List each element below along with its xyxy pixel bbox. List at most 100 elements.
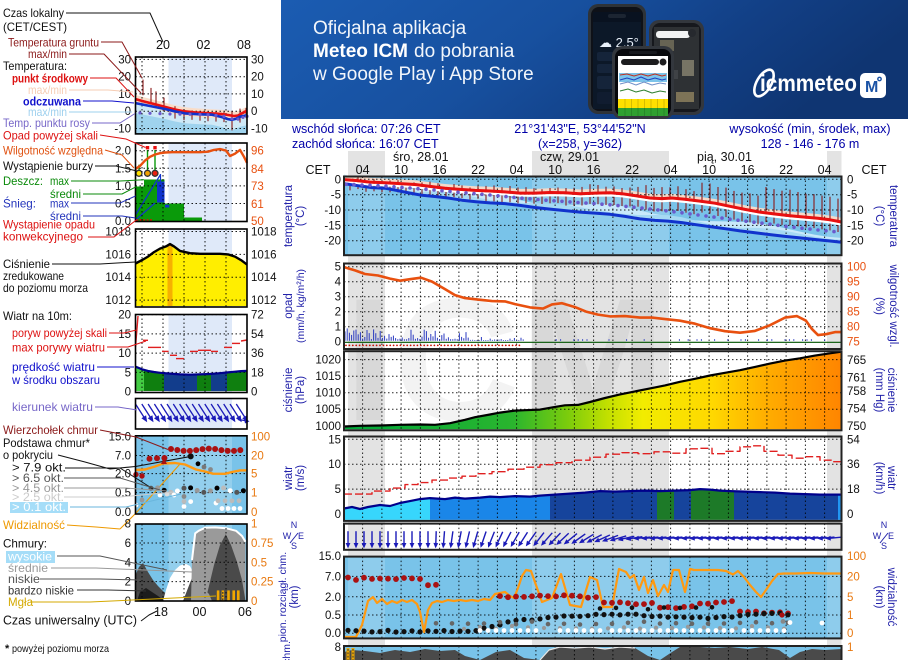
svg-text:Wystąpienie burzy: Wystąpienie burzy: [3, 159, 93, 173]
svg-text:0: 0: [847, 628, 853, 640]
svg-text:> 2.5 okt.: > 2.5 okt.: [12, 490, 64, 504]
svg-text:100: 100: [847, 551, 866, 563]
svg-text:80: 80: [847, 322, 860, 334]
svg-text:0: 0: [251, 507, 257, 519]
svg-text:1: 1: [847, 610, 853, 622]
svg-text:*: *: [5, 643, 10, 655]
svg-text:ciśnienie: ciśnienie: [283, 368, 295, 413]
svg-text:0.25: 0.25: [251, 577, 273, 589]
svg-text:1: 1: [847, 642, 853, 654]
svg-text:50: 50: [251, 216, 264, 228]
svg-text:Śnieg:: Śnieg:: [3, 196, 36, 211]
svg-text:0: 0: [847, 174, 853, 186]
svg-text:8: 8: [335, 642, 341, 654]
svg-text:wiatr: wiatr: [885, 465, 897, 490]
svg-text:10: 10: [118, 348, 131, 360]
svg-text:o pokryciu: o pokryciu: [3, 448, 53, 462]
svg-text:Oficjalna aplikacja: Oficjalna aplikacja: [313, 18, 467, 39]
svg-text:30: 30: [118, 54, 131, 66]
svg-text:-15: -15: [324, 220, 341, 232]
svg-text:20: 20: [251, 72, 264, 84]
svg-text:(mm Hg): (mm Hg): [873, 368, 885, 413]
svg-text:Deszcz:: Deszcz:: [3, 174, 43, 188]
svg-text:54: 54: [847, 434, 860, 446]
svg-text:(km): (km): [873, 586, 885, 609]
svg-text:765: 765: [847, 355, 866, 367]
svg-text:M: M: [865, 79, 878, 96]
svg-text:Widzialność: Widzialność: [3, 518, 65, 532]
svg-text:5: 5: [847, 592, 853, 604]
svg-text:10: 10: [702, 163, 716, 177]
svg-text:pion. rozciągł. chm.: pion. rozciągł. chm.: [277, 552, 289, 642]
svg-text:ciśnienie: ciśnienie: [885, 368, 897, 413]
svg-text:bardzo niskie: bardzo niskie: [8, 584, 74, 598]
svg-text:0.5: 0.5: [251, 557, 267, 569]
svg-text:w środku obszaru: w środku obszaru: [11, 373, 100, 387]
svg-text:1005: 1005: [315, 404, 341, 416]
svg-text:54: 54: [251, 329, 264, 341]
svg-text:wiatr: wiatr: [283, 466, 295, 491]
svg-text:1018: 1018: [251, 227, 277, 239]
svg-text:761: 761: [847, 373, 866, 385]
svg-text:max: max: [50, 197, 69, 211]
svg-text:odczuwana: odczuwana: [23, 95, 81, 109]
svg-text:8: 8: [125, 519, 131, 531]
svg-text:max/min: max/min: [28, 47, 67, 61]
svg-text:84: 84: [251, 164, 264, 176]
svg-text:10: 10: [328, 459, 341, 471]
svg-text:0: 0: [335, 337, 341, 349]
svg-text:96: 96: [251, 146, 264, 158]
svg-text:15.0: 15.0: [319, 551, 341, 563]
svg-text:Wiatr na 10m:: Wiatr na 10m:: [3, 309, 72, 323]
svg-text:0.5: 0.5: [115, 488, 131, 500]
svg-text:5: 5: [251, 469, 257, 481]
svg-text:Podstawa chmur*: Podstawa chmur*: [3, 436, 90, 450]
svg-text:1000: 1000: [315, 421, 341, 433]
svg-text:-20: -20: [847, 236, 864, 248]
svg-text:22: 22: [471, 163, 485, 177]
svg-text:Mgła: Mgła: [8, 595, 33, 609]
svg-text:wilgotność wzgl.: wilgotność wzgl.: [887, 263, 899, 347]
svg-text:754: 754: [847, 403, 867, 415]
svg-text:opad: opad: [283, 293, 295, 319]
svg-text:konwekcyjnego: konwekcyjnego: [3, 230, 83, 244]
svg-text:-10: -10: [847, 205, 864, 217]
svg-text:90: 90: [847, 292, 860, 304]
svg-text:18: 18: [847, 484, 860, 496]
svg-text:04: 04: [510, 163, 524, 177]
svg-text:> 6.5 okt.: > 6.5 okt.: [12, 471, 64, 485]
svg-text:max porywy wiatru: max porywy wiatru: [12, 341, 105, 355]
svg-text:E: E: [298, 531, 304, 541]
svg-text:-20: -20: [324, 236, 341, 248]
svg-text:S: S: [291, 541, 297, 551]
svg-text:wschód słońca: 07:26 CET: wschód słońca: 07:26 CET: [291, 122, 441, 136]
svg-text:18: 18: [154, 605, 168, 619]
svg-text:22: 22: [779, 163, 793, 177]
svg-text:1015: 1015: [315, 371, 341, 383]
svg-text:1: 1: [251, 488, 257, 500]
svg-text:0: 0: [251, 596, 257, 608]
svg-text:0: 0: [251, 106, 257, 118]
svg-text:0.0: 0.0: [325, 628, 341, 640]
svg-text:1.0: 1.0: [115, 181, 131, 193]
svg-text:1014: 1014: [251, 272, 277, 284]
svg-text:(°C): (°C): [295, 206, 307, 227]
svg-text:Wierzchołek chmur: Wierzchołek chmur: [3, 423, 98, 437]
svg-text:750: 750: [847, 421, 866, 433]
svg-text:75: 75: [847, 337, 860, 349]
svg-text:do pobrania: do pobrania: [414, 41, 515, 62]
svg-text:20: 20: [251, 451, 264, 463]
svg-text:1016: 1016: [251, 249, 277, 261]
svg-text:(km): (km): [289, 585, 301, 608]
svg-text:W: W: [283, 531, 292, 541]
svg-text:15: 15: [118, 329, 131, 341]
svg-text:1012: 1012: [251, 295, 277, 307]
svg-text:-5: -5: [331, 190, 341, 202]
svg-text:Wilgotność względna: Wilgotność względna: [3, 144, 103, 158]
svg-text:00: 00: [193, 605, 207, 619]
svg-text:0: 0: [125, 596, 131, 608]
svg-text:1012: 1012: [105, 295, 131, 307]
svg-text:N: N: [291, 520, 298, 530]
svg-text:0: 0: [847, 509, 853, 521]
svg-text:7.0: 7.0: [325, 571, 341, 583]
